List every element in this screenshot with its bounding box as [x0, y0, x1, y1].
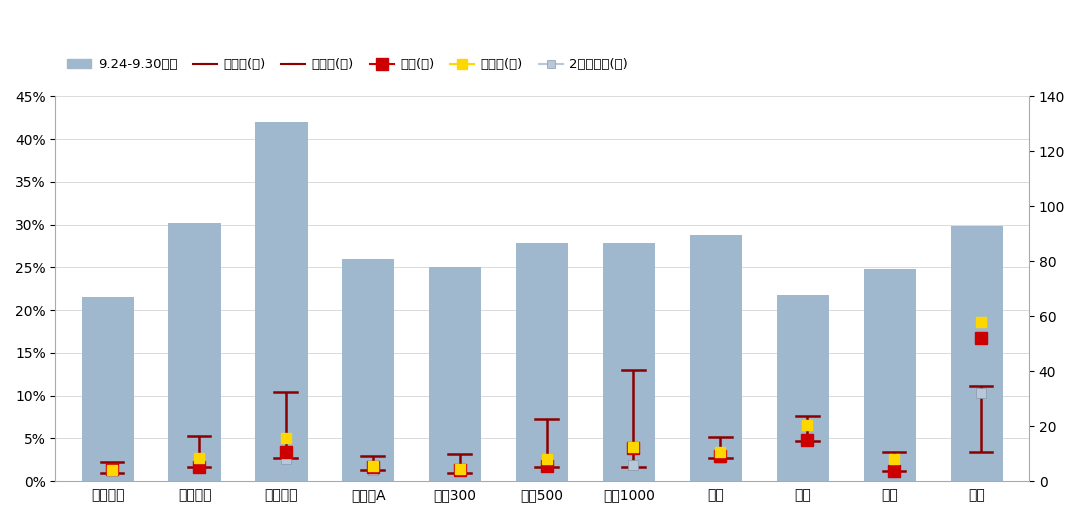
Bar: [950, 226, 1003, 481]
Bar: [255, 122, 308, 481]
Bar: [864, 269, 916, 481]
Bar: [516, 244, 568, 481]
Bar: [342, 259, 394, 481]
Legend: 9.24-9.30涨幅, 最大值(右), 最小值(右), 当前(右), 中位数(右), 2月低点值(右): 9.24-9.30涨幅, 最大值(右), 最小值(右), 当前(右), 中位数(…: [62, 53, 633, 77]
Bar: [690, 235, 742, 481]
Bar: [168, 223, 220, 481]
Bar: [429, 267, 482, 481]
Bar: [777, 295, 829, 481]
Bar: [82, 297, 134, 481]
Bar: [603, 244, 656, 481]
